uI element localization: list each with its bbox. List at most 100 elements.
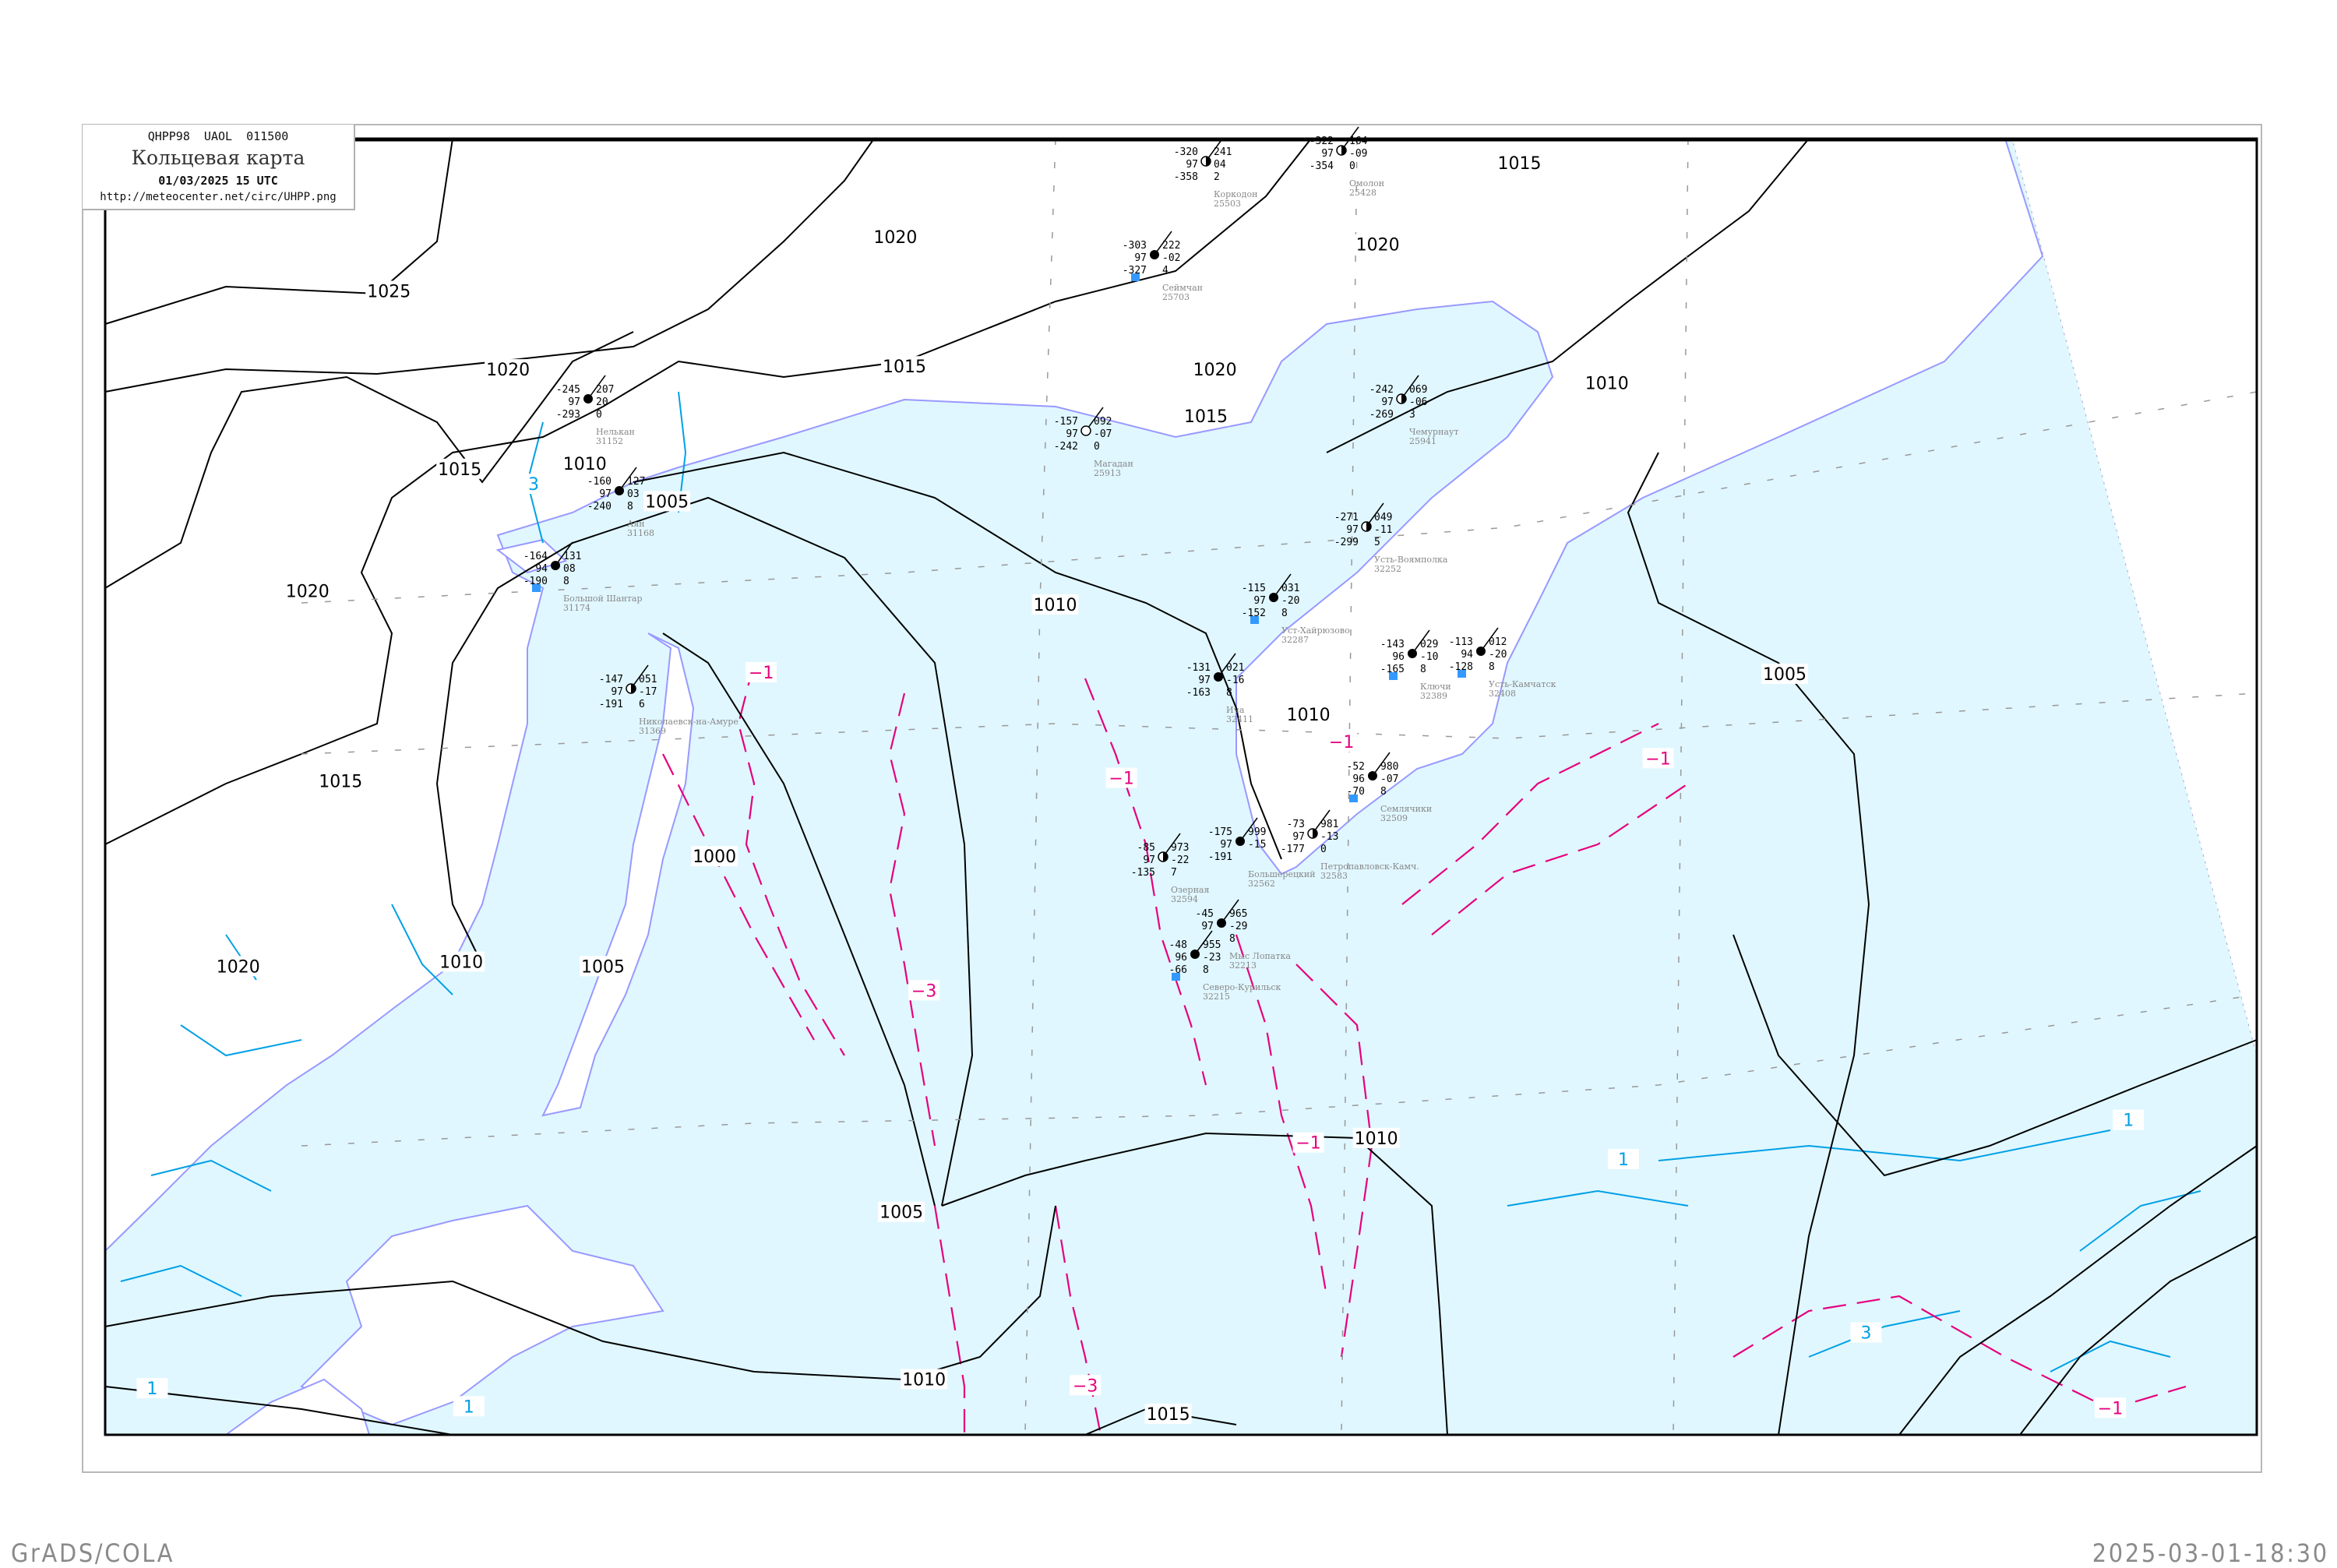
wind-barb-icon [1221,899,1239,924]
source-url[interactable]: http://meteocenter.net/circ/UHPP.png [100,191,337,203]
tendency-label-group: −3 [1070,1375,1102,1396]
cloud-cover-clear-icon [1080,425,1091,436]
negative-tendency-line [1084,678,1207,1086]
positive-tendency-line [1658,1129,2111,1162]
station-name: Большой Шантар [563,594,643,604]
cloud-cover-half-fill [1206,157,1211,166]
station-temp: -242 [1369,384,1394,396]
station-id: 25941 [1409,436,1436,446]
station-name: Петропавловск-Камч. [1320,862,1419,872]
cloud-cover-half-fill [1401,394,1406,403]
station-extra: 4 [1162,265,1168,277]
station-name: Северо-Курильск [1203,982,1281,992]
negative-tendency-line [1401,723,1659,905]
station-id: 32287 [1281,635,1309,645]
tendency-label-group: −1 [1326,731,1358,752]
station-pressure: 021 [1226,662,1244,674]
station-extra: 0 [596,409,602,421]
tendency-label: 1 [146,1379,157,1399]
isobar-label-group: 1005 [643,491,691,512]
station-vis: 97 [1220,839,1232,851]
isobar-label-bg [436,458,484,479]
tendency-label-group: 1 [453,1396,485,1417]
station-extra: 8 [1281,608,1288,619]
station-temp: -175 [1208,826,1232,838]
tendency-label: −1 [1295,1134,1320,1154]
snow-marker-icon [1250,616,1259,624]
isobar-label-group: 1010 [1285,704,1332,725]
isobar-label: 1010 [1287,706,1331,725]
wind-barb-icon [587,375,606,400]
tendency-label: −3 [911,981,936,1001]
isobar-label-bg [1285,704,1332,725]
land-island-shantar [495,538,567,574]
station-id: 32583 [1320,871,1348,881]
isobar-label: 1010 [1585,374,1629,393]
isobar-label: 1005 [1763,665,1807,685]
station-temp: -52 [1347,761,1365,773]
snow-marker-icon [1131,273,1140,281]
station-temp: -160 [587,476,612,488]
station-extra: 8 [1229,933,1235,945]
station-name: Усть-Камчатск [1489,679,1556,689]
station-tendency: -13 [1320,831,1338,843]
station-pressure: 981 [1320,819,1338,830]
negative-tendency-line [1054,1205,1102,1436]
station-tendency: -20 [1281,595,1299,607]
isobar-label: 1020 [873,228,917,248]
station-pressure: 049 [1374,512,1392,523]
station-tendency: -16 [1226,675,1244,686]
cloud-cover-full-icon [551,561,560,570]
tendency-label: 1 [1618,1150,1629,1170]
tendency-label-bg [1850,1322,1882,1343]
positive-tendency-line [2050,1340,2171,1372]
isobar-label-group: 1020 [1191,359,1239,380]
positive-tendency-line [391,904,453,995]
isobar-label-group: 1010 [901,1369,948,1390]
station-dew: -293 [556,409,580,421]
station-dew: -191 [1208,851,1232,863]
station-dew: -165 [1380,664,1405,675]
station-name: Коркодон [1214,189,1257,199]
station-tendency: 04 [1214,159,1226,171]
footer-render-time: 2025-03-01-18:30 [2092,1538,2329,1568]
isobar-line [104,1386,453,1436]
station-name: Уст-Хайрюзово [1281,625,1350,636]
tendency-label-bg [453,1396,485,1417]
negative-tendency-line [737,662,845,1056]
isobar-label-group: 1020 [1354,234,1401,255]
station-extra: 8 [563,576,569,587]
station-extra: 8 [1203,964,1209,976]
tendency-label: 3 [1861,1324,1872,1344]
isobar-label-group: 1020 [872,226,919,248]
station-id: 31174 [563,603,590,613]
station-dew: -177 [1281,844,1305,855]
isobar-line [104,138,1312,845]
tendency-label-group: −1 [2095,1397,2126,1418]
station-dew: -163 [1186,687,1211,699]
station-pressure: 092 [1094,416,1112,428]
station-pressure: 069 [1409,384,1427,396]
map-title: Кольцевая карта [131,146,305,169]
wind-barb-icon [1239,817,1258,842]
isobar-label-bg [872,226,919,247]
